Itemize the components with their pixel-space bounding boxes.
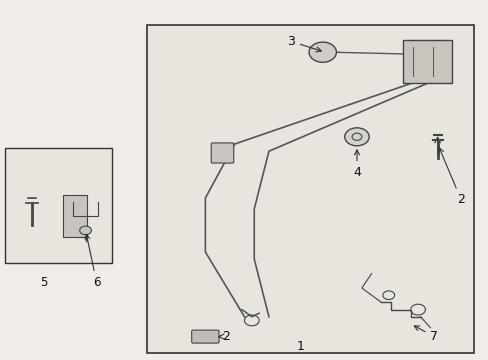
- Text: 4: 4: [352, 150, 360, 179]
- Circle shape: [80, 226, 91, 235]
- Text: 7: 7: [413, 326, 437, 343]
- Text: 5: 5: [40, 276, 48, 289]
- Text: 1: 1: [296, 340, 304, 353]
- Circle shape: [344, 128, 368, 146]
- FancyBboxPatch shape: [211, 143, 233, 163]
- Text: 2: 2: [218, 330, 230, 343]
- Text: 2: 2: [438, 148, 464, 206]
- Text: 6: 6: [85, 234, 100, 289]
- Bar: [5, 148, 112, 263]
- Text: 3: 3: [286, 35, 321, 52]
- FancyBboxPatch shape: [62, 195, 86, 237]
- FancyBboxPatch shape: [191, 330, 219, 343]
- Bar: [146, 25, 473, 353]
- Circle shape: [308, 42, 336, 62]
- FancyBboxPatch shape: [403, 40, 451, 83]
- Circle shape: [351, 133, 361, 140]
